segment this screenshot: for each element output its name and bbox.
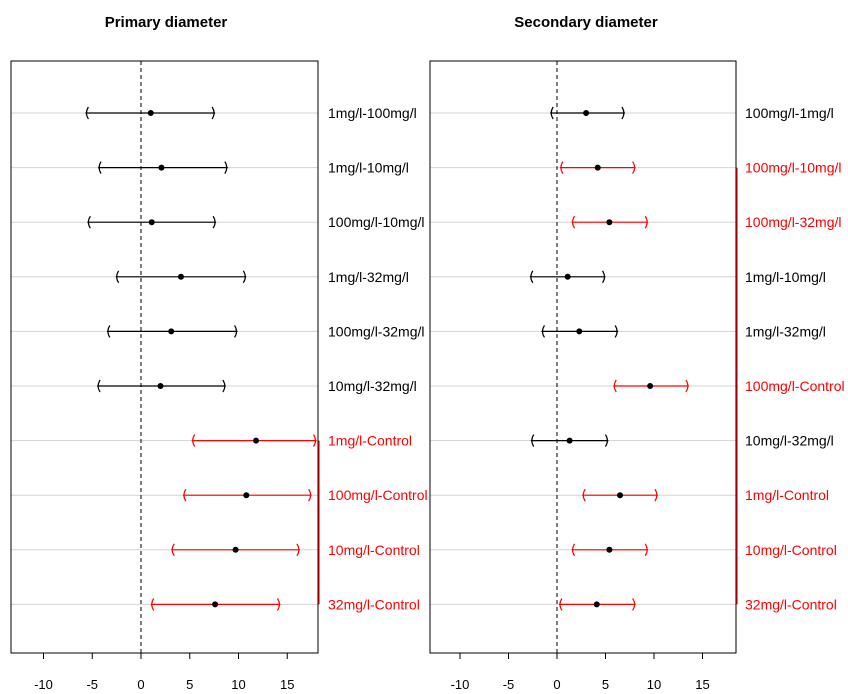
interval-lower-cap	[107, 325, 111, 338]
estimate-point	[647, 383, 654, 389]
comparison-label: 100mg/l-Control	[328, 487, 428, 503]
estimate-point	[147, 110, 154, 116]
x-tick-label: 15	[280, 677, 294, 692]
interval-upper-cap	[685, 379, 689, 393]
x-tick-label: -10	[34, 677, 53, 692]
primary-diameter-panel: Primary diameter -10 -5 0 5 10 15 1mg/l-100mg/…	[10, 14, 428, 692]
comparison-label: 10mg/l-32mg/l	[328, 378, 417, 394]
interval-lower-cap	[85, 106, 89, 120]
estimate-point	[168, 328, 175, 335]
interval-lower-cap	[571, 215, 576, 229]
estimate-point	[157, 383, 164, 389]
interval-lower-cap	[98, 161, 102, 174]
comparison-label: 100mg/l-32mg/l	[745, 214, 842, 230]
interval-lower-cap	[116, 270, 120, 284]
comparison-label: 10mg/l-Control	[745, 542, 837, 558]
estimate-point	[564, 273, 571, 280]
interval-upper-cap	[276, 598, 281, 611]
interval-lower-cap	[560, 161, 564, 174]
interval-lower-cap	[559, 598, 563, 611]
interval-upper-cap	[644, 215, 648, 229]
comparison-label: 100mg/l-10mg/l	[745, 160, 842, 176]
x-tick-label: 5	[602, 677, 609, 692]
comparison-label: 100mg/l-10mg/l	[328, 214, 425, 230]
comparison-label: 1mg/l-Control	[328, 433, 412, 449]
x-tick-label: 0	[553, 677, 560, 692]
interval-lower-cap	[97, 379, 101, 393]
comparison-label: 1mg/l-10mg/l	[328, 160, 409, 176]
chart-title: Secondary diameter	[514, 14, 658, 31]
plot-frame	[10, 60, 319, 654]
estimate-point	[566, 437, 573, 444]
interval-lower-cap	[192, 434, 196, 447]
interval-upper-cap	[296, 543, 300, 557]
estimate-point	[243, 492, 250, 499]
interval-upper-cap	[212, 215, 216, 229]
interval-upper-cap	[604, 434, 609, 447]
estimate-point	[583, 110, 590, 116]
interval-lower-cap	[582, 488, 586, 502]
interval-lower-cap	[613, 379, 617, 393]
estimate-point	[212, 601, 219, 608]
chart-title: Primary diameter	[105, 14, 228, 31]
interval-upper-cap	[654, 488, 658, 502]
estimate-point	[617, 492, 624, 499]
comparison-label: 32mg/l-Control	[328, 596, 420, 612]
interval-lower-cap	[151, 598, 155, 611]
estimate-point	[177, 273, 184, 280]
x-tick-label: 0	[137, 677, 144, 692]
secondary-diameter-panel: Secondary diameter -10 -5 0 5 10 15 100mg/l-1m…	[429, 14, 845, 692]
estimate-point	[606, 219, 613, 226]
comparison-label: 100mg/l-1mg/l	[745, 105, 834, 121]
comparison-label: 10mg/l-Control	[328, 542, 420, 558]
comparison-label: 1mg/l-32mg/l	[745, 323, 826, 339]
interval-upper-cap	[234, 325, 238, 338]
estimate-point	[576, 328, 583, 335]
interval-upper-cap	[632, 598, 636, 611]
interval-upper-cap	[312, 434, 317, 447]
comparison-label: 100mg/l-32mg/l	[328, 323, 425, 339]
estimate-point	[158, 164, 165, 171]
interval-upper-cap	[632, 161, 636, 174]
interval-lower-cap	[87, 215, 91, 229]
comparison-label: 1mg/l-10mg/l	[745, 269, 826, 285]
interval-upper-cap	[211, 106, 215, 120]
x-tick-label: -10	[451, 677, 470, 692]
interval-upper-cap	[614, 325, 618, 338]
interval-upper-cap	[224, 161, 228, 174]
interval-upper-cap	[308, 488, 312, 502]
interval-lower-cap	[171, 543, 175, 557]
interval-lower-cap	[571, 543, 576, 557]
interval-lower-cap	[531, 434, 535, 447]
estimate-point	[593, 601, 600, 608]
comparison-label: 1mg/l-32mg/l	[328, 269, 409, 285]
interval-upper-cap	[601, 270, 606, 284]
estimate-point	[232, 546, 239, 553]
estimate-point	[594, 164, 601, 171]
interval-lower-cap	[530, 270, 534, 284]
interval-upper-cap	[242, 270, 246, 284]
x-tick-label: 10	[231, 677, 245, 692]
x-tick-label: -5	[86, 677, 98, 692]
comparison-label: 32mg/l-Control	[745, 596, 837, 612]
interval-upper-cap	[222, 379, 226, 393]
x-tick-label: 5	[186, 677, 193, 692]
interval-lower-cap	[550, 106, 554, 120]
interval-upper-cap	[621, 106, 625, 120]
plot-frame	[429, 60, 737, 654]
comparison-label: 1mg/l-100mg/l	[328, 105, 417, 121]
comparison-label: 10mg/l-32mg/l	[745, 433, 834, 449]
estimate-point	[148, 219, 155, 226]
estimate-point	[253, 437, 260, 444]
comparison-label: 1mg/l-Control	[745, 487, 829, 503]
x-tick-label: 10	[647, 677, 661, 692]
x-tick-label: -5	[503, 677, 515, 692]
interval-lower-cap	[541, 325, 545, 338]
interval-lower-cap	[183, 488, 187, 502]
interval-upper-cap	[644, 543, 648, 557]
estimate-point	[606, 546, 613, 553]
comparison-label: 100mg/l-Control	[745, 378, 845, 394]
x-tick-label: 15	[695, 677, 709, 692]
